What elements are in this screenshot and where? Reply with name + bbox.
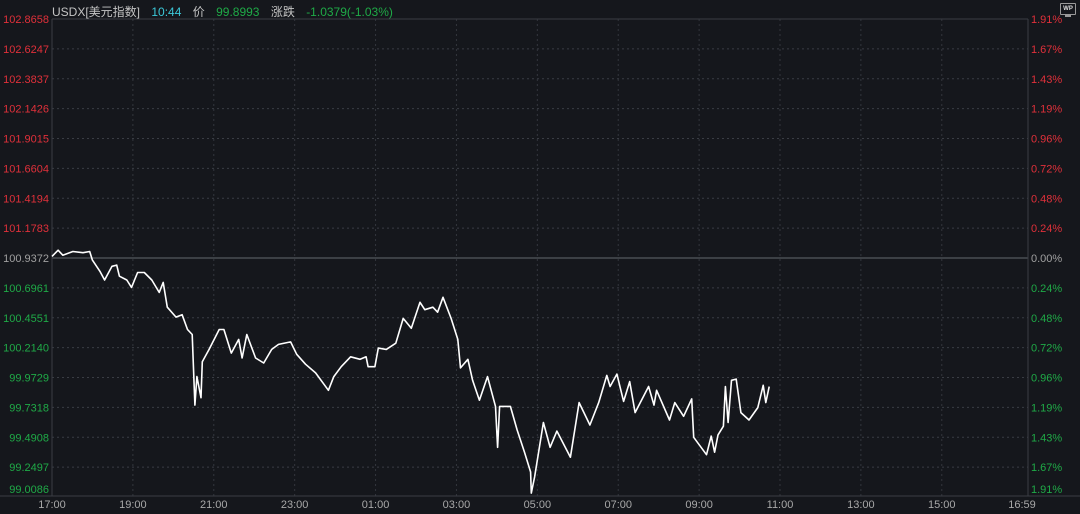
y-tick-right: 1.43% [1031,74,1062,86]
quote-header: USDX[美元指数] 10:44 价 99.8993 涨跌 -1.0379(-1… [52,3,401,20]
y-tick-right: 0.96% [1031,373,1062,385]
y-tick-left: 99.4908 [9,432,49,444]
y-tick-left: 100.2140 [3,343,49,355]
y-tick-right: 1.91% [1031,484,1062,496]
y-tick-left: 100.6961 [3,283,49,295]
y-tick-left: 101.1783 [3,223,49,235]
y-tick-left: 101.6604 [3,163,49,175]
y-tick-right: 0.72% [1031,163,1062,175]
x-tick-label: 05:00 [524,499,552,511]
y-tick-left: 102.1426 [3,104,49,116]
y-tick-right: 1.67% [1031,44,1062,56]
price-value: 99.8993 [216,5,260,19]
x-tick-label: 07:00 [604,499,632,511]
x-tick-label: 13:00 [847,499,875,511]
y-tick-left: 99.9729 [9,373,49,385]
y-tick-left: 99.2497 [9,462,49,474]
x-tick-label: 01:00 [362,499,390,511]
y-tick-left: 100.9372 [3,253,49,265]
price-line-series [51,249,770,494]
y-tick-right: 1.19% [1031,104,1062,116]
y-tick-right: 1.67% [1031,462,1062,474]
x-tick-label: 17:00 [38,499,66,511]
y-tick-left: 102.6247 [3,44,49,56]
y-tick-left: 101.9015 [3,134,49,146]
x-tick-label: 19:00 [119,499,147,511]
y-tick-left: 102.8658 [3,14,49,26]
x-tick-label: 15:00 [928,499,956,511]
y-tick-left: 100.4551 [3,313,49,325]
y-tick-left: 99.0086 [9,484,49,496]
y-tick-right: 0.24% [1031,223,1062,235]
y-tick-right: 1.91% [1031,14,1062,26]
y-tick-right: 0.48% [1031,313,1062,325]
y-tick-right: 0.96% [1031,134,1062,146]
y-tick-left: 102.3837 [3,74,49,86]
y-tick-right: 1.19% [1031,402,1062,414]
x-tick-label: 23:00 [281,499,309,511]
change-value: -1.0379(-1.03%) [306,5,393,19]
x-tick-label: 09:00 [685,499,713,511]
symbol-name: USDX[美元指数] [52,5,141,19]
x-tick-label: 16:59 [1008,499,1036,511]
y-tick-right: 0.72% [1031,343,1062,355]
quote-time: 10:44 [151,5,182,19]
y-tick-right: 0.00% [1031,253,1062,265]
x-tick-label: 11:00 [767,499,794,511]
wp-monitor-icon[interactable]: WP [1060,3,1076,17]
y-tick-right: 1.43% [1031,432,1062,444]
y-tick-right: 0.48% [1031,193,1062,205]
change-label: 涨跌 [270,5,295,19]
x-tick-label: 21:00 [200,499,228,511]
y-tick-right: 0.24% [1031,283,1062,295]
price-label: 价 [192,5,205,19]
y-tick-left: 101.4194 [3,193,49,205]
y-tick-left: 99.7318 [9,402,49,414]
x-tick-label: 03:00 [443,499,471,511]
